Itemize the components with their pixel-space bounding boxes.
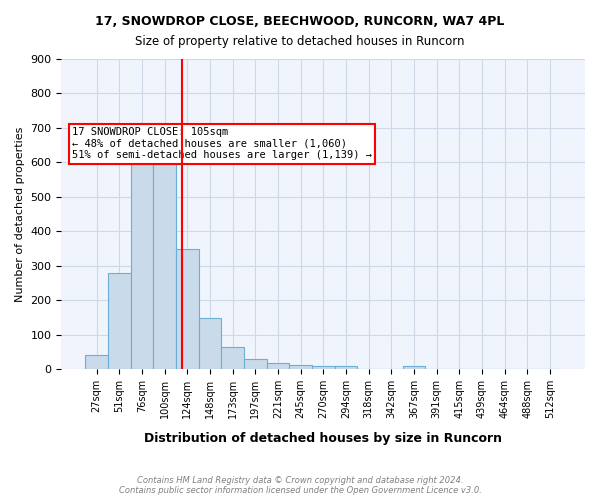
Bar xyxy=(221,346,244,369)
Bar xyxy=(244,358,266,369)
Bar xyxy=(176,249,199,369)
Text: Contains HM Land Registry data © Crown copyright and database right 2024.
Contai: Contains HM Land Registry data © Crown c… xyxy=(119,476,481,495)
Bar xyxy=(335,366,357,369)
Bar xyxy=(131,156,153,369)
Bar xyxy=(266,363,289,369)
Bar xyxy=(153,138,176,369)
Text: 17, SNOWDROP CLOSE, BEECHWOOD, RUNCORN, WA7 4PL: 17, SNOWDROP CLOSE, BEECHWOOD, RUNCORN, … xyxy=(95,15,505,28)
Text: 17 SNOWDROP CLOSE: 105sqm
← 48% of detached houses are smaller (1,060)
51% of se: 17 SNOWDROP CLOSE: 105sqm ← 48% of detac… xyxy=(72,127,372,160)
X-axis label: Distribution of detached houses by size in Runcorn: Distribution of detached houses by size … xyxy=(144,432,502,445)
Text: Size of property relative to detached houses in Runcorn: Size of property relative to detached ho… xyxy=(135,35,465,48)
Bar xyxy=(289,365,312,369)
Y-axis label: Number of detached properties: Number of detached properties xyxy=(15,126,25,302)
Bar xyxy=(403,366,425,369)
Bar xyxy=(199,318,221,369)
Bar xyxy=(312,366,335,369)
Bar xyxy=(85,354,108,369)
Bar xyxy=(108,272,131,369)
